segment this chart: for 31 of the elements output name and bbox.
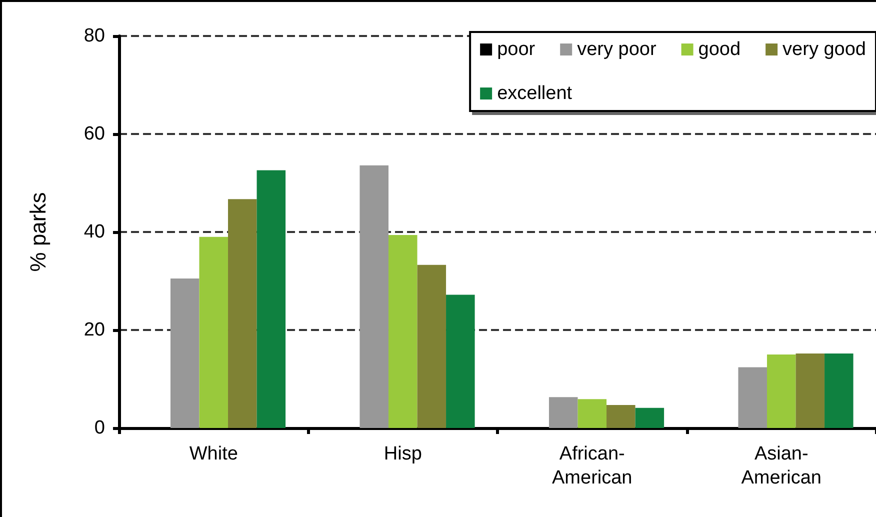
bar bbox=[796, 354, 825, 428]
bar bbox=[228, 199, 257, 428]
bar bbox=[635, 408, 664, 428]
y-tick-label: 20 bbox=[84, 320, 105, 340]
y-tick-label: 60 bbox=[84, 124, 105, 144]
bar bbox=[360, 165, 388, 428]
legend-label: poor bbox=[497, 39, 536, 60]
legend-label: very good bbox=[782, 39, 866, 60]
y-tick-label: 80 bbox=[84, 26, 105, 46]
x-tick-label: White bbox=[189, 444, 238, 464]
bar bbox=[578, 399, 607, 428]
x-tick-label: Hisp bbox=[384, 444, 422, 464]
bar bbox=[824, 354, 854, 428]
bar bbox=[417, 264, 446, 428]
bar bbox=[606, 404, 636, 428]
bar bbox=[766, 354, 796, 428]
x-tick-label: African-American bbox=[552, 444, 632, 488]
bar bbox=[388, 234, 418, 428]
bar bbox=[256, 170, 286, 428]
legend-label: excellent bbox=[497, 83, 573, 104]
legend-label: very poor bbox=[577, 39, 657, 60]
x-tick-label: Asian-American bbox=[741, 444, 822, 488]
y-tick-label: 0 bbox=[94, 418, 105, 438]
y-tick-label: 40 bbox=[84, 222, 105, 242]
bar bbox=[738, 367, 767, 428]
bar bbox=[199, 236, 228, 428]
bar bbox=[548, 397, 578, 428]
y-axis-title: % parks bbox=[26, 192, 50, 272]
bar bbox=[446, 294, 475, 428]
bar bbox=[170, 278, 200, 428]
legend-label: good bbox=[698, 39, 741, 60]
